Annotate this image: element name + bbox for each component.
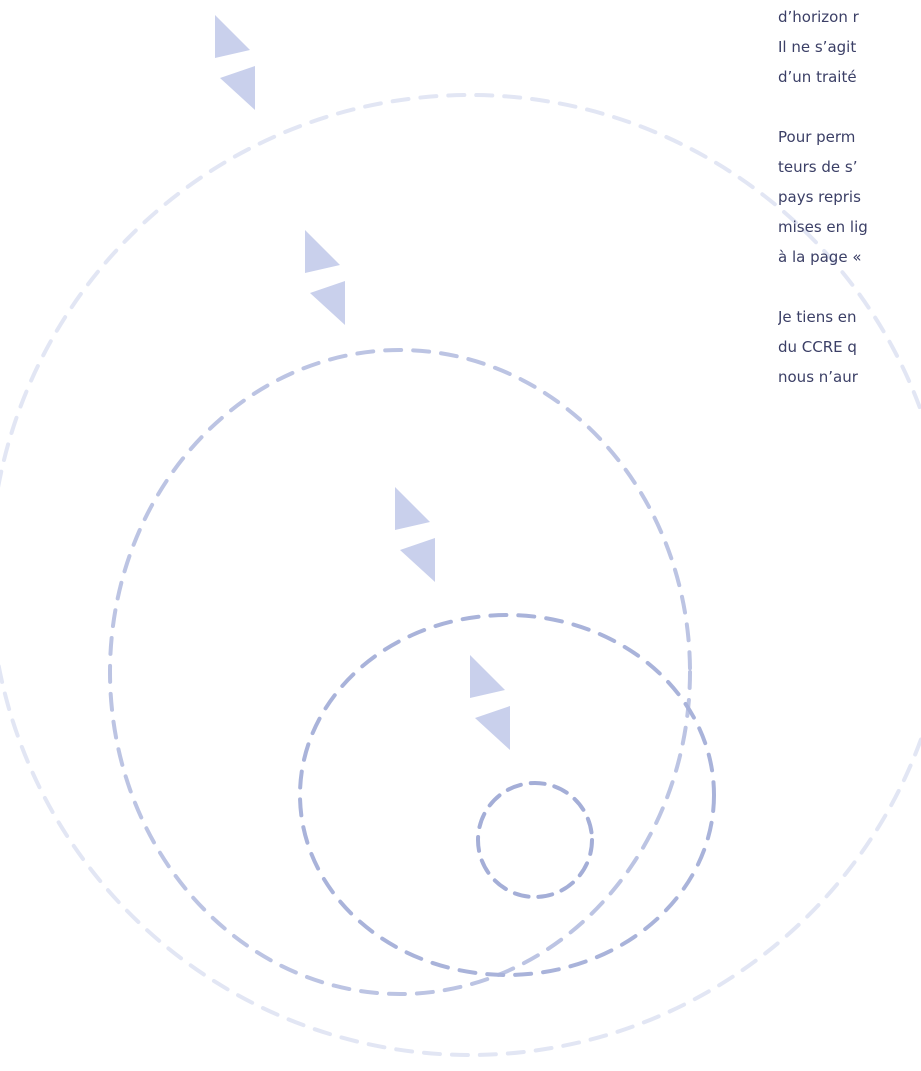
text-line: nous n’aur (778, 368, 858, 386)
paragraph: d’horizon r Il ne s’agit d’un traité (778, 2, 921, 92)
text-line: pays repris (778, 188, 861, 206)
text-line: mises en lig (778, 218, 868, 236)
text-line: du CCRE q (778, 338, 857, 356)
triangle (305, 230, 340, 273)
triangle (220, 66, 255, 110)
text-line: Pour perm (778, 128, 856, 146)
triangle (215, 15, 250, 58)
inner-ring (476, 781, 594, 899)
triangle (475, 706, 510, 750)
text-line: Il ne s’agit (778, 38, 857, 56)
text-line: teurs de s’ (778, 158, 858, 176)
paragraph: Je tiens en du CCRE q nous n’aur (778, 302, 921, 392)
text-line: d’horizon r (778, 8, 859, 26)
text-column: d’horizon r Il ne s’agit d’un traité Pour p… (778, 2, 921, 422)
triangle (395, 487, 430, 530)
ring (108, 348, 692, 996)
ring (298, 613, 716, 977)
text-line: Je tiens en (778, 308, 857, 326)
triangle (470, 655, 505, 698)
paragraph: Pour perm teurs de s’ pays repris mises en … (778, 122, 921, 272)
triangle (400, 538, 435, 582)
text-line: d’un traité (778, 68, 857, 86)
triangle (310, 281, 345, 325)
text-line: à la page « (778, 248, 862, 266)
